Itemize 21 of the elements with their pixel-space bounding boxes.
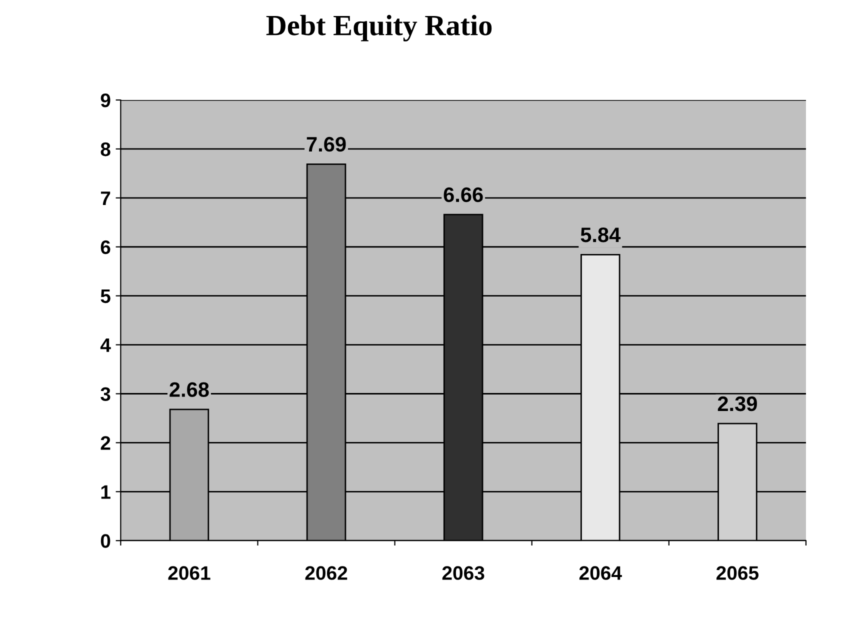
data-label: 2.68 (170, 382, 209, 397)
data-label: 5.84 (580, 228, 621, 242)
chart-title: Debt Equity Ratio (266, 14, 492, 42)
y-tick-label: 8 (100, 142, 110, 156)
x-tick-label: 2064 (579, 566, 622, 580)
data-label: 2.39 (718, 396, 757, 412)
y-tick-label: 2 (100, 436, 110, 450)
y-tick-label: 0 (100, 534, 110, 548)
y-tick-label: 6 (100, 240, 110, 254)
y-tick-label: 4 (100, 338, 111, 352)
y-tick-label: 5 (100, 290, 110, 304)
y-tick-label: 3 (100, 387, 110, 402)
x-tick-label: 2061 (168, 566, 210, 580)
x-tick-label: 2065 (716, 566, 759, 580)
y-tick-label: 7 (100, 192, 110, 205)
data-label: 6.66 (444, 187, 483, 202)
x-tick-label: 2063 (442, 566, 484, 580)
y-tick-label: 9 (100, 93, 110, 108)
data-label: 7.69 (306, 136, 346, 152)
y-tick-label: 1 (101, 485, 110, 499)
x-tick-label: 2062 (305, 566, 348, 580)
